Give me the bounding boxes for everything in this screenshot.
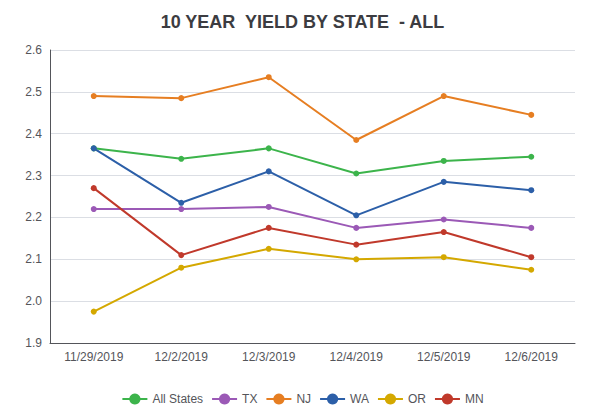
svg-text:NJ: NJ [296, 392, 311, 406]
svg-text:MN: MN [465, 392, 484, 406]
svg-text:2.1: 2.1 [25, 252, 42, 266]
svg-text:12/5/2019: 12/5/2019 [417, 350, 471, 364]
svg-text:2.4: 2.4 [25, 127, 42, 141]
svg-text:2.5: 2.5 [25, 85, 42, 99]
svg-text:2.2: 2.2 [25, 210, 42, 224]
svg-text:12/3/2019: 12/3/2019 [242, 350, 296, 364]
svg-text:2.3: 2.3 [25, 169, 42, 183]
svg-text:TX: TX [242, 392, 257, 406]
svg-text:2.0: 2.0 [25, 294, 42, 308]
svg-text:12/6/2019: 12/6/2019 [505, 350, 559, 364]
svg-text:All States: All States [152, 392, 203, 406]
svg-text:2.6: 2.6 [25, 43, 42, 57]
svg-text:10 YEAR YIELD BY STATE - ALL: 10 YEAR YIELD BY STATE - ALL [161, 12, 445, 32]
svg-text:1.9: 1.9 [25, 336, 42, 350]
svg-text:OR: OR [408, 392, 426, 406]
svg-text:12/2/2019: 12/2/2019 [155, 350, 209, 364]
svg-text:WA: WA [350, 392, 369, 406]
svg-text:12/4/2019: 12/4/2019 [330, 350, 384, 364]
svg-text:11/29/2019: 11/29/2019 [64, 350, 123, 364]
